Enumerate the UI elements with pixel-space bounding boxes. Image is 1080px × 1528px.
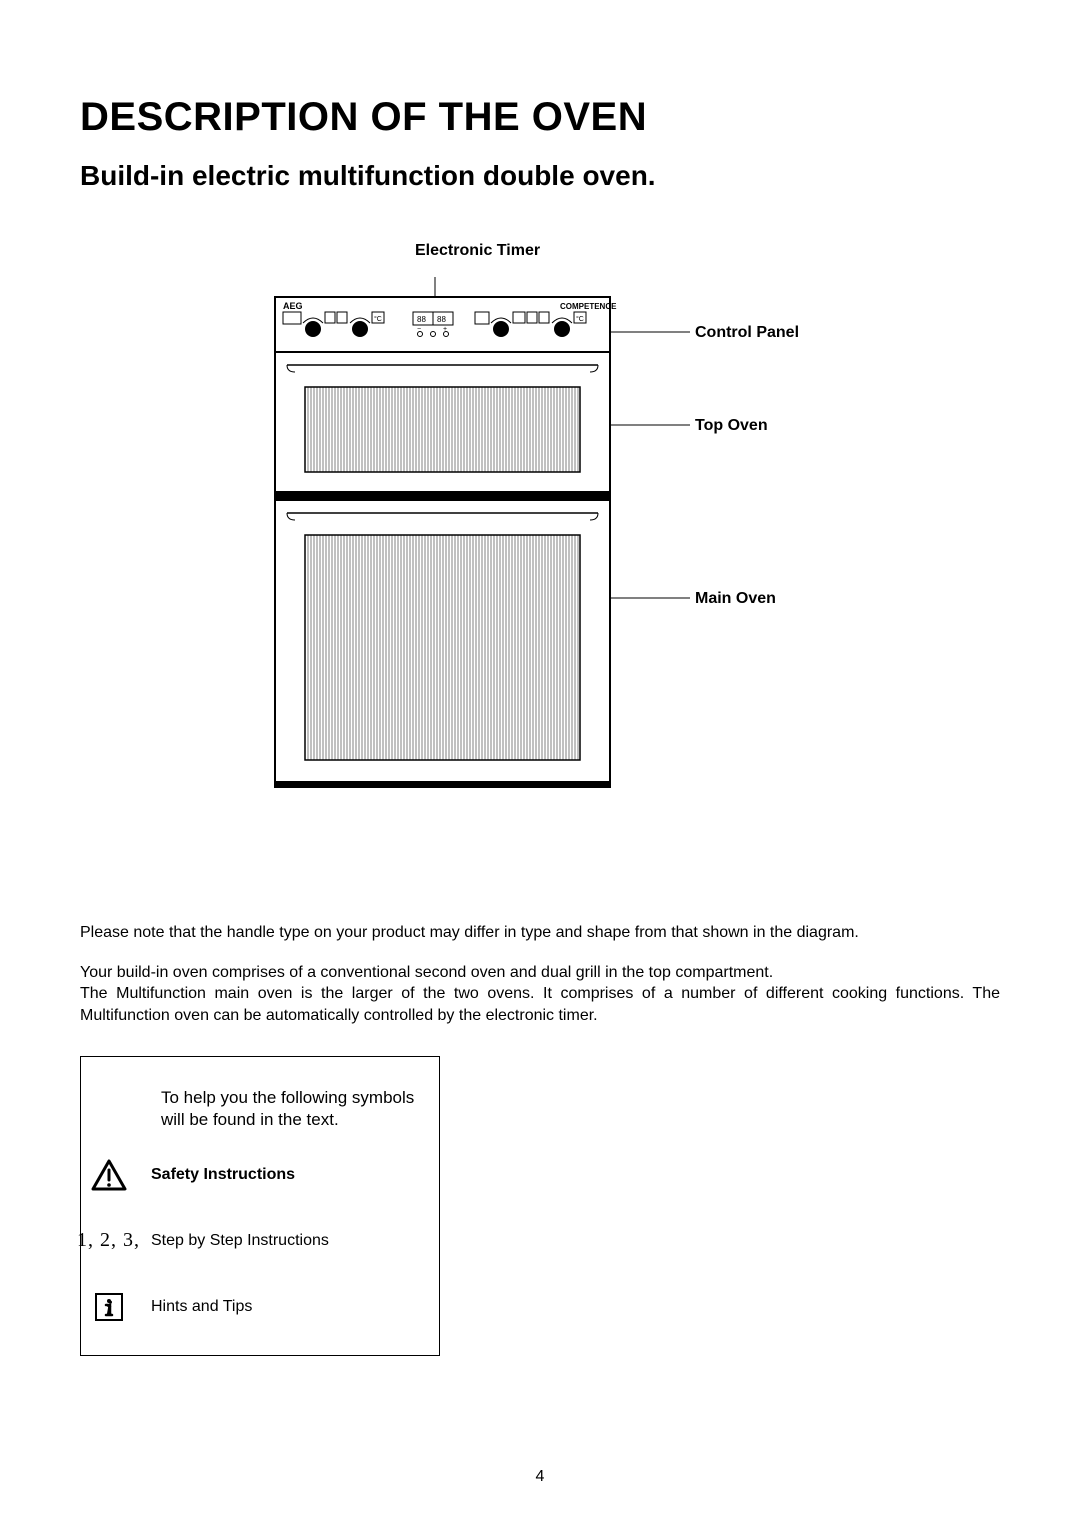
symbol-row-safety: Safety Instructions — [101, 1157, 419, 1193]
symbol-label-safety: Safety Instructions — [151, 1166, 295, 1184]
note-paragraph: Please note that the handle type on your… — [80, 922, 1000, 944]
body-paragraph-1: Your build-in oven comprises of a conven… — [80, 962, 1000, 984]
symbol-row-steps: 1, 2, 3, Step by Step Instructions — [101, 1223, 419, 1259]
svg-text:88: 88 — [437, 315, 446, 324]
svg-text:i: i — [105, 1296, 112, 1321]
symbols-legend-box: To help you the following symbols will b… — [80, 1056, 440, 1355]
callout-electronic-timer: Electronic Timer — [415, 242, 540, 260]
callout-control-panel: Control Panel — [695, 324, 799, 342]
body-paragraph-2: The Multifunction main oven is the large… — [80, 983, 1000, 1026]
page-title: DESCRIPTION OF THE OVEN — [80, 95, 1000, 140]
symbol-label-hints: Hints and Tips — [151, 1298, 252, 1316]
numbers-icon: 1, 2, 3, — [66, 1229, 151, 1252]
svg-text:+: + — [443, 326, 447, 333]
svg-text:°C: °C — [374, 315, 382, 323]
svg-text:−: − — [417, 326, 421, 333]
symbols-intro: To help you the following symbols will b… — [161, 1087, 419, 1131]
callout-top-oven: Top Oven — [695, 417, 768, 435]
warning-icon — [66, 1159, 151, 1191]
oven-svg: AEG COMPETENCE °C 88 88 − + — [265, 277, 695, 797]
page-number: 4 — [0, 1468, 1080, 1486]
page: DESCRIPTION OF THE OVEN Build-in electri… — [0, 0, 1080, 1528]
page-subtitle: Build-in electric multifunction double o… — [80, 160, 1000, 192]
brand-right-text: COMPETENCE — [560, 302, 617, 311]
oven-diagram: Electronic Timer Control Panel Top Oven … — [80, 242, 1000, 802]
callout-main-oven: Main Oven — [695, 590, 776, 608]
symbol-row-hints: i Hints and Tips — [101, 1289, 419, 1325]
svg-text:88: 88 — [417, 315, 426, 324]
symbol-label-steps: Step by Step Instructions — [151, 1232, 329, 1250]
info-icon: i — [66, 1291, 151, 1323]
svg-text:°C: °C — [576, 315, 584, 323]
brand-left-text: AEG — [283, 301, 303, 311]
